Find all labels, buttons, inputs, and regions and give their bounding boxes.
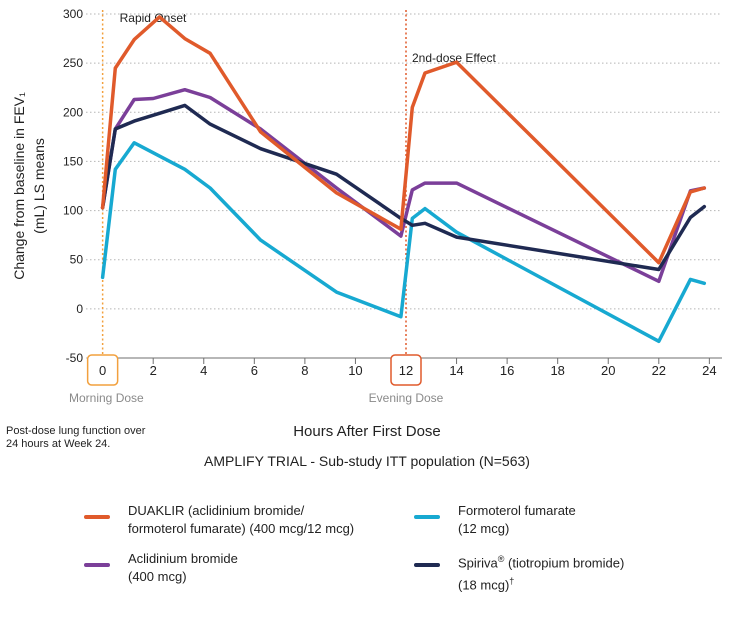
y-tick-label: 250 (63, 56, 83, 70)
legend-item-formoterol: Formoterol fumarate (12 mcg) (414, 502, 576, 538)
x-tick-label: 20 (601, 363, 615, 378)
legend-label: (18 mcg)† (458, 576, 515, 593)
legend-swatch-spiriva (414, 563, 440, 567)
x-tick-label: 8 (301, 363, 308, 378)
legend-label: Aclidinium bromide (128, 551, 238, 566)
y-axis-title: Change from baseline in FEV₁ (mL) LS mean… (11, 92, 47, 280)
legend-label: Formoterol fumarate (458, 503, 576, 518)
dose-label: Evening Dose (369, 391, 444, 405)
x-tick-highlight-box (86, 354, 119, 386)
x-tick-label: 4 (200, 363, 207, 378)
x-tick-label: 22 (652, 363, 666, 378)
annotation-label: 2nd-dose Effect (412, 51, 497, 65)
series-line-2 (100, 103, 707, 272)
y-tick-label: 50 (70, 253, 84, 267)
annotation-label: Rapid Onset (120, 11, 187, 25)
footnote: Post-dose lung function over 24 hours at… (6, 425, 146, 450)
legend-label: (12 mcg) (458, 521, 510, 536)
x-tick-label: 12 (399, 363, 413, 378)
x-tick-label: 24 (702, 363, 716, 378)
x-tick-label: 6 (251, 363, 258, 378)
x-tick-label: 14 (449, 363, 463, 378)
legend-swatch-aclidinium (84, 563, 110, 567)
legend-label: (400 mcg) (128, 569, 187, 584)
y-tick-label: -50 (66, 351, 84, 365)
x-tick-label: 18 (550, 363, 564, 378)
x-tick-highlight-box (390, 354, 422, 386)
y-tick-label: 100 (63, 204, 83, 218)
legend-item-aclidinium: Aclidinium bromide (400 mcg) (84, 550, 238, 586)
y-tick-label: 0 (76, 302, 83, 316)
series-line-3 (100, 15, 707, 265)
x-tick-label: 2 (150, 363, 157, 378)
chart-subtitle: AMPLIFY TRIAL - Sub-study ITT population… (204, 453, 530, 469)
legend-item-spiriva: Spiriva® (tiotropium bromide) (18 mcg)† (414, 550, 624, 595)
x-tick-label: 16 (500, 363, 514, 378)
y-tick-label: 200 (63, 105, 83, 119)
legend-swatch-formoterol (414, 515, 440, 519)
legend-swatch-duaklir (84, 515, 110, 519)
legend-label: formoterol fumarate) (400 mcg/12 mcg) (128, 521, 355, 536)
legend-label: DUAKLIR (aclidinium bromide/ (128, 503, 305, 518)
legend-item-duaklir: DUAKLIR (aclidinium bromide/ formoterol … (84, 502, 354, 538)
x-tick-label: 10 (348, 363, 362, 378)
series-line-1 (100, 87, 707, 284)
series-line-0 (100, 141, 707, 344)
dose-label: Morning Dose (69, 391, 144, 405)
y-tick-label: 150 (63, 154, 83, 168)
legend-label: Spiriva® (tiotropium bromide) (458, 554, 625, 571)
y-tick-label: 300 (63, 7, 83, 21)
x-axis-title: Hours After First Dose (293, 423, 441, 440)
x-tick-label: 0 (99, 363, 106, 378)
